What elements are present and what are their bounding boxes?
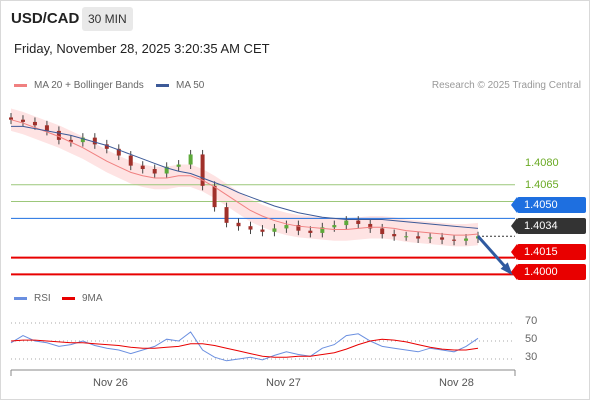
- candle-body: [80, 137, 85, 143]
- x-tick-nov27: Nov 27: [266, 377, 301, 389]
- timestamp: Friday, November 28, 2025 3:20:35 AM CET: [14, 41, 270, 56]
- rsi-line: [10, 331, 479, 362]
- ma50-label: MA 50: [176, 80, 205, 91]
- candle-body: [44, 125, 49, 131]
- candle-body: [380, 228, 385, 235]
- symbol-title: USD/CAD: [11, 10, 80, 27]
- legend-ma50: MA 50: [156, 80, 204, 91]
- candle-body: [9, 117, 13, 120]
- ma9-label: 9MA: [82, 293, 103, 304]
- candle-body: [440, 237, 445, 240]
- candle-body: [128, 155, 133, 166]
- ma50-line: [11, 125, 479, 229]
- legend-rsi: RSI: [14, 293, 51, 304]
- candle-body: [260, 229, 265, 232]
- ma20-swatch: [14, 84, 27, 87]
- level-label-1-4050: 1.4050: [511, 197, 586, 213]
- candle-body: [20, 119, 25, 122]
- ma9-swatch: [62, 297, 75, 300]
- candle-body: [224, 207, 229, 223]
- credit-text: Research © 2025 Trading Central: [431, 80, 581, 91]
- candle-body: [56, 130, 61, 140]
- bollinger-band: [11, 108, 478, 247]
- candle-body: [140, 165, 145, 170]
- candle-body: [116, 148, 121, 156]
- legend-ma9: 9MA: [62, 293, 103, 304]
- interval-badge[interactable]: 30 MIN: [82, 7, 133, 31]
- rsi-tick-30: 30: [525, 351, 538, 363]
- candle-body: [272, 228, 277, 232]
- candle-body: [68, 139, 73, 143]
- level-label-1-4000: 1.4000: [511, 264, 586, 280]
- legend-ma20: MA 20 + Bollinger Bands: [14, 80, 144, 91]
- x-tick-nov26: Nov 26: [93, 377, 128, 389]
- candle-body: [200, 154, 205, 186]
- candle-body: [368, 223, 373, 229]
- candle-body: [356, 220, 361, 224]
- candle-body: [452, 239, 457, 241]
- rsi-tick-70: 70: [525, 315, 538, 327]
- candle-body: [152, 169, 157, 174]
- candle-body: [404, 236, 409, 238]
- candle-body: [92, 137, 97, 145]
- rsi-swatch: [14, 297, 27, 300]
- ma9-line: [10, 338, 479, 358]
- candle-body: [416, 236, 421, 239]
- ma20-label: MA 20 + Bollinger Bands: [34, 80, 144, 91]
- candle-body: [188, 154, 193, 165]
- level-label-1-4065: 1.4065: [525, 179, 559, 191]
- candle-body: [164, 166, 169, 174]
- candle-body: [320, 227, 325, 233]
- candle-body: [32, 121, 37, 126]
- candle-body: [104, 144, 109, 149]
- rsi-tick-50: 50: [525, 333, 538, 345]
- level-label-1-4034: 1.4034: [511, 218, 586, 234]
- x-tick-nov28: Nov 28: [439, 377, 474, 389]
- ma20-line: [10, 119, 479, 236]
- candle-body: [212, 185, 217, 208]
- candle-body: [428, 237, 433, 239]
- candle-body: [464, 238, 469, 241]
- candle-body: [308, 230, 313, 233]
- candle-body: [248, 226, 253, 230]
- rsi-label: RSI: [34, 293, 51, 304]
- candle-body: [296, 225, 301, 231]
- projection-arrow-head: [500, 262, 513, 276]
- candle-body: [176, 164, 181, 167]
- level-label-1-4015: 1.4015: [511, 244, 586, 260]
- candle-body: [332, 225, 337, 228]
- candle-body: [284, 225, 289, 229]
- candle-body: [392, 234, 397, 237]
- level-label-1-4080: 1.4080: [525, 157, 559, 169]
- ma50-swatch: [156, 84, 169, 87]
- candle-body: [236, 222, 241, 227]
- candle-body: [344, 220, 349, 226]
